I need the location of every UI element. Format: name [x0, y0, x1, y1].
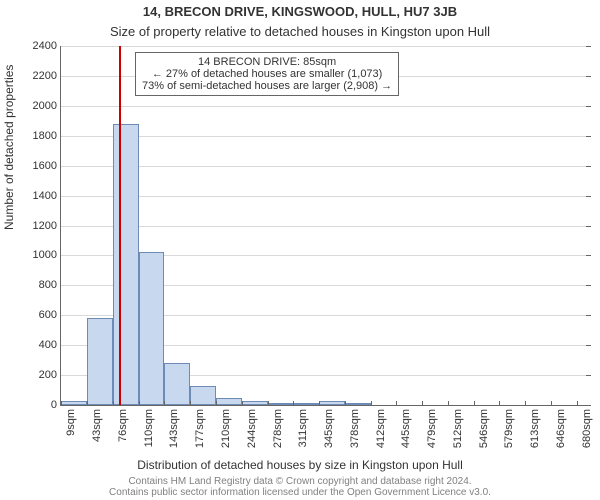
- y-tick-mark: [586, 196, 591, 197]
- x-tick-label: 177sqm: [194, 405, 206, 448]
- x-tick-label: 546sqm: [478, 405, 490, 448]
- annotation-line3: 73% of semi-detached houses are larger (…: [142, 80, 392, 92]
- y-tick-label: 1000: [33, 249, 61, 261]
- x-axis-label: Distribution of detached houses by size …: [0, 458, 600, 472]
- x-tick-mark: [448, 401, 449, 406]
- y-tick-label: 200: [39, 369, 61, 381]
- gridline: [61, 46, 590, 47]
- gridline: [61, 196, 590, 197]
- x-tick-mark: [139, 401, 140, 406]
- x-tick-mark: [396, 401, 397, 406]
- x-tick-label: 579sqm: [503, 405, 515, 448]
- x-tick-mark: [371, 401, 372, 406]
- y-tick-label: 400: [39, 339, 61, 351]
- x-tick-mark: [87, 401, 88, 406]
- chart-container: 14, BRECON DRIVE, KINGSWOOD, HULL, HU7 3…: [0, 0, 600, 500]
- x-tick-label: 680sqm: [581, 405, 593, 448]
- y-tick-mark: [586, 46, 591, 47]
- x-tick-mark: [525, 401, 526, 406]
- x-tick-mark: [577, 401, 578, 406]
- y-tick-label: 1200: [33, 220, 61, 232]
- x-tick-label: 512sqm: [452, 405, 464, 448]
- gridline: [61, 106, 590, 107]
- footer-line2: Contains public sector information licen…: [0, 487, 600, 498]
- histogram-bar: [139, 252, 164, 405]
- histogram-bar: [164, 363, 190, 405]
- x-tick-mark: [474, 401, 475, 406]
- x-tick-mark: [268, 401, 269, 406]
- y-tick-mark: [586, 136, 591, 137]
- x-tick-label: 210sqm: [220, 405, 232, 448]
- annotation-box: 14 BRECON DRIVE: 85sqm ← 27% of detached…: [135, 52, 399, 96]
- x-tick-label: 311sqm: [297, 405, 309, 447]
- x-tick-mark: [499, 401, 500, 406]
- property-marker-line: [119, 46, 121, 405]
- x-tick-label: 445sqm: [400, 405, 412, 448]
- y-tick-mark: [586, 76, 591, 77]
- x-tick-mark: [164, 401, 165, 406]
- y-tick-label: 1600: [33, 160, 61, 172]
- histogram-bar: [216, 398, 242, 405]
- x-tick-label: 76sqm: [117, 405, 129, 442]
- gridline: [61, 226, 590, 227]
- y-tick-mark: [586, 106, 591, 107]
- y-tick-label: 0: [51, 399, 61, 411]
- y-tick-mark: [586, 345, 591, 346]
- histogram-bar: [87, 318, 112, 405]
- annotation-line2: ← 27% of detached houses are smaller (1,…: [142, 68, 392, 80]
- histogram-bar: [113, 124, 139, 405]
- chart-subtitle: Size of property relative to detached ho…: [0, 24, 600, 39]
- x-tick-label: 412sqm: [375, 405, 387, 448]
- x-tick-label: 278sqm: [272, 405, 284, 448]
- histogram-bar: [190, 386, 215, 405]
- gridline: [61, 136, 590, 137]
- y-tick-mark: [586, 375, 591, 376]
- footer: Contains HM Land Registry data © Crown c…: [0, 476, 600, 498]
- y-axis-label: Number of detached properties: [2, 65, 16, 230]
- x-tick-label: 646sqm: [555, 405, 567, 448]
- x-tick-label: 345sqm: [323, 405, 335, 448]
- x-tick-mark: [293, 401, 294, 406]
- annotation-line1: 14 BRECON DRIVE: 85sqm: [142, 56, 392, 68]
- x-tick-mark: [345, 401, 346, 406]
- x-tick-mark: [113, 401, 114, 406]
- y-tick-label: 800: [39, 279, 61, 291]
- x-tick-label: 9sqm: [65, 405, 77, 436]
- y-tick-mark: [586, 166, 591, 167]
- x-tick-mark: [216, 401, 217, 406]
- y-tick-label: 600: [39, 309, 61, 321]
- x-tick-label: 110sqm: [143, 405, 155, 447]
- x-tick-mark: [422, 401, 423, 406]
- x-tick-label: 479sqm: [426, 405, 438, 448]
- x-tick-label: 143sqm: [168, 405, 180, 448]
- y-tick-label: 1800: [33, 130, 61, 142]
- footer-line1: Contains HM Land Registry data © Crown c…: [0, 476, 600, 487]
- y-tick-label: 2200: [33, 70, 61, 82]
- y-tick-mark: [586, 285, 591, 286]
- plot-area: 0200400600800100012001400160018002000220…: [60, 46, 590, 406]
- y-tick-mark: [586, 226, 591, 227]
- y-tick-mark: [586, 255, 591, 256]
- chart-title-address: 14, BRECON DRIVE, KINGSWOOD, HULL, HU7 3…: [0, 4, 600, 19]
- x-tick-label: 378sqm: [349, 405, 361, 448]
- x-tick-mark: [61, 401, 62, 406]
- y-tick-label: 1400: [33, 190, 61, 202]
- x-tick-mark: [242, 401, 243, 406]
- x-tick-label: 43sqm: [91, 405, 103, 442]
- x-tick-mark: [190, 401, 191, 406]
- y-tick-label: 2000: [33, 100, 61, 112]
- x-tick-label: 244sqm: [246, 405, 258, 448]
- y-tick-mark: [586, 315, 591, 316]
- x-tick-label: 613sqm: [529, 405, 541, 448]
- x-tick-mark: [319, 401, 320, 406]
- y-tick-label: 2400: [33, 40, 61, 52]
- gridline: [61, 166, 590, 167]
- x-tick-mark: [551, 401, 552, 406]
